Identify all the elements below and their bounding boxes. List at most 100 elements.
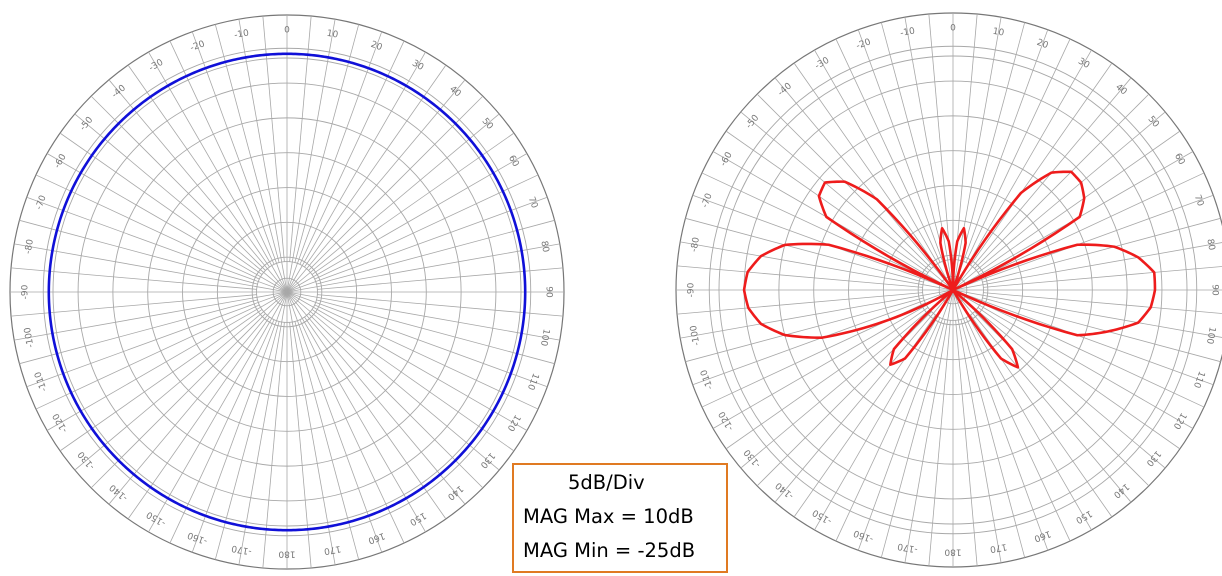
right-angle-tick-label: 10 <box>992 27 1005 39</box>
right-spoke <box>960 22 1026 261</box>
right-spoke <box>965 38 1071 263</box>
right-angle-tick-label: 70 <box>1192 194 1205 208</box>
right-spoke <box>857 29 954 291</box>
left-spoke <box>214 24 280 263</box>
left-spoke <box>35 174 260 280</box>
left-spoke <box>286 113 500 293</box>
left-spoke <box>127 316 270 520</box>
left-spoke <box>299 40 405 265</box>
right-angle-tick-label: 80 <box>1204 238 1216 251</box>
right-spoke <box>680 241 954 291</box>
left-spoke <box>286 291 336 565</box>
right-angle-tick-label: 170 <box>989 541 1008 554</box>
left-spoke <box>59 132 263 275</box>
right-spoke <box>880 22 946 261</box>
right-spoke <box>692 194 954 291</box>
left-spoke <box>46 153 288 293</box>
right-angle-tick-label: -170 <box>896 541 918 554</box>
left-angle-tick-label: -80 <box>24 238 36 254</box>
left-spoke <box>286 79 466 293</box>
left-spoke <box>148 51 288 293</box>
left-spoke <box>26 196 288 293</box>
left-spoke <box>286 19 336 293</box>
left-spoke <box>74 113 288 293</box>
right-angle-tick-label: -70 <box>700 192 715 209</box>
right-spoke <box>712 289 954 429</box>
right-angle-tick-label: -90 <box>687 282 697 297</box>
left-spoke <box>304 64 447 268</box>
left-spoke <box>286 291 528 431</box>
left-spoke <box>311 309 515 452</box>
left-spoke <box>308 95 484 271</box>
right-angle-tick-label: -10 <box>900 26 916 38</box>
right-spoke <box>952 49 1092 291</box>
right-spoke <box>974 93 1150 269</box>
right-spoke <box>701 172 926 278</box>
right-angle-tick-label: 100 <box>1204 326 1217 345</box>
left-angle-tick-label: 70 <box>526 196 539 210</box>
right-spoke <box>774 77 954 291</box>
right-spoke <box>977 307 1181 450</box>
right-spoke <box>814 49 954 291</box>
left-spoke <box>108 79 288 293</box>
left-angle-tick-label: -20 <box>189 39 206 54</box>
left-spoke <box>317 294 563 317</box>
left-spoke <box>191 31 288 293</box>
left-spoke <box>286 196 548 293</box>
right-spoke <box>928 320 951 566</box>
left-spoke <box>286 153 528 293</box>
right-angle-tick-label: -20 <box>855 37 872 52</box>
left-spoke <box>286 291 560 341</box>
left-spoke <box>19 219 258 285</box>
right-polar-chart: -170-160-150-140-130-120-110-100-90-80-7… <box>675 12 1222 568</box>
left-spoke <box>314 174 539 280</box>
left-spoke <box>286 51 426 293</box>
left-spoke <box>191 291 288 553</box>
right-spoke <box>857 289 954 551</box>
left-angle-tick-label: 80 <box>538 240 550 253</box>
left-spoke <box>238 291 288 565</box>
right-spoke <box>904 17 954 291</box>
left-angle-tick-label: 100 <box>538 328 551 347</box>
right-spoke <box>952 289 1214 386</box>
left-spoke <box>286 291 426 533</box>
left-angle-tick-label: 170 <box>323 543 342 556</box>
right-spoke <box>835 38 941 263</box>
left-spoke <box>314 304 539 410</box>
right-spoke <box>980 302 1205 408</box>
right-spoke <box>685 297 924 363</box>
left-spoke <box>286 291 466 505</box>
right-spoke <box>952 289 1194 429</box>
right-spoke <box>740 289 954 469</box>
left-spoke <box>169 319 275 544</box>
right-spoke <box>977 130 1181 273</box>
right-angle-tick-label: 90 <box>1209 284 1219 296</box>
left-spoke <box>14 291 288 341</box>
left-spoke <box>26 291 288 388</box>
left-angle-tick-label: 20 <box>369 40 383 53</box>
left-spoke <box>148 291 288 533</box>
left-spoke <box>299 319 405 544</box>
left-spoke <box>214 321 280 560</box>
right-spoke <box>904 289 954 563</box>
left-spoke <box>311 132 515 275</box>
right-spoke <box>983 266 1222 288</box>
magnitude-min-label: MAG Min = -25dB <box>523 539 696 562</box>
left-spoke <box>11 267 257 290</box>
left-spoke <box>35 304 260 410</box>
left-angle-tick-label: -100 <box>23 326 36 348</box>
right-spoke <box>952 289 1002 563</box>
left-spoke <box>294 24 360 263</box>
left-spoke <box>286 291 548 388</box>
right-angle-tick-label: 0 <box>950 24 956 34</box>
left-spoke <box>90 313 266 489</box>
right-spoke <box>952 289 1166 469</box>
right-spoke <box>970 62 1113 266</box>
left-spoke <box>316 299 555 365</box>
left-spoke <box>169 40 275 265</box>
left-spoke <box>294 321 360 560</box>
right-spoke <box>880 319 946 558</box>
left-pattern-trace <box>47 52 527 532</box>
legend-box: 5dB/Div MAG Max = 10dB MAG Min = -25dB <box>512 463 728 573</box>
